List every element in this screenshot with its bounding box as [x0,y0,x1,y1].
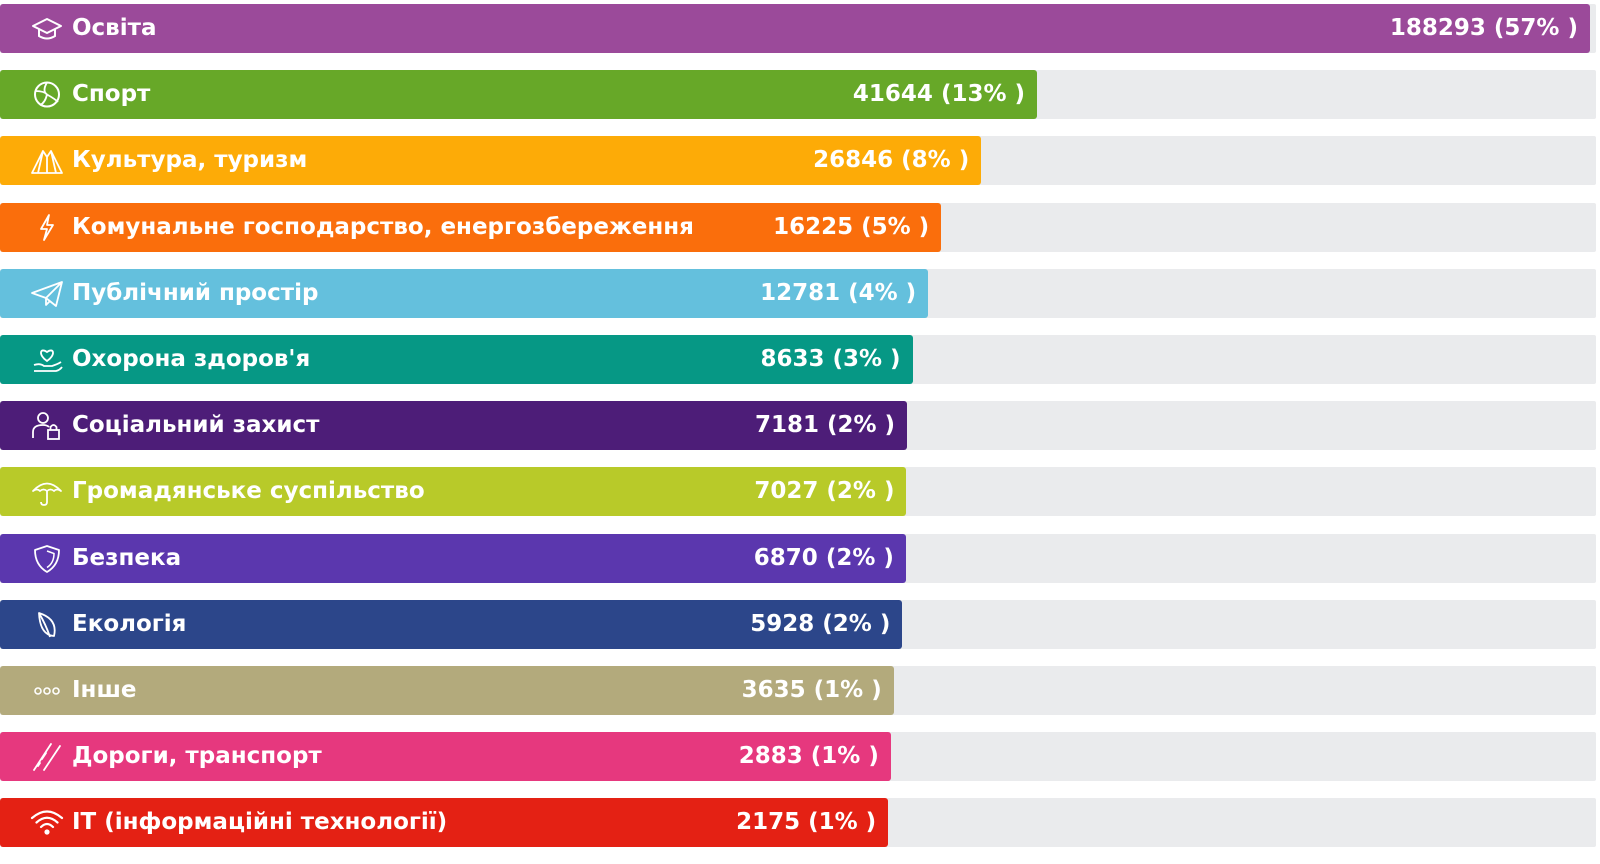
category-label: Громадянське суспільство [72,478,425,505]
bar [0,202,942,252]
bar-row: Безпека 6870 (2% ) [0,533,1596,583]
bar-row: Екологія 5928 (2% ) [0,599,1596,649]
bar [0,268,929,318]
value-label: 16225 (5% ) [773,213,930,240]
dots-icon [30,675,64,706]
person-lock-icon [30,410,64,441]
value-label: 3635 (1% ) [741,676,882,703]
bar [0,401,908,451]
value-label: 7027 (2% ) [754,478,895,505]
bar-row: Публічний простір 12781 (4% ) [0,268,1596,318]
bar [0,665,894,715]
bar-row: Громадянське суспільство 7027 (2% ) [0,467,1596,517]
category-label: Екологія [72,610,187,637]
bar [0,732,891,782]
bar [0,533,906,583]
value-label: 2175 (1% ) [736,809,877,836]
category-label: Дороги, транспорт [72,743,322,770]
category-label: Публічний простір [72,279,319,306]
bar [0,467,907,517]
value-label: 5928 (2% ) [750,610,891,637]
value-label: 26846 (8% ) [813,147,970,174]
bar-row: Дороги, транспорт 2883 (1% ) [0,732,1596,782]
bar [0,334,913,384]
shield-icon [30,543,64,574]
value-label: 12781 (4% ) [760,279,917,306]
bar-row: Спорт 41644 (13% ) [0,70,1596,120]
tent-icon [30,145,64,176]
category-label: Комунальне господарство, енергозбереженн… [72,213,694,240]
bar-row: Інше 3635 (1% ) [0,665,1596,715]
bar [0,70,1038,120]
leaf-icon [30,609,64,640]
volleyball-icon [30,79,64,110]
paper-plane-icon [30,278,64,309]
category-label: Спорт [72,81,151,108]
lightning-icon [30,212,64,243]
value-label: 6870 (2% ) [753,544,894,571]
umbrella-icon [30,476,64,507]
wifi-icon [30,807,64,838]
heart-hand-icon [30,344,64,375]
category-label: Охорона здоров'я [72,345,311,372]
category-label: IT (інформаційні технології) [72,809,448,836]
bar [0,798,889,848]
category-label: Соціальний захист [72,412,320,439]
road-icon [30,741,64,772]
bar-row: Комунальне господарство, енергозбереженн… [0,202,1596,252]
value-label: 188293 (57% ) [1389,15,1578,41]
bar [0,4,1590,53]
category-label: Безпека [72,544,182,571]
graduation-cap-icon [30,13,64,44]
value-label: 41644 (13% ) [852,81,1026,108]
bar-row: Культура, туризм 26846 (8% ) [0,136,1596,186]
bar-row: Охорона здоров'я 8633 (3% ) [0,334,1596,384]
value-label: 2883 (1% ) [738,743,879,770]
bar-row: Соціальний захист 7181 (2% ) [0,401,1596,451]
value-label: 8633 (3% ) [760,345,901,372]
category-label: Інше [72,676,137,703]
bar-row: IT (інформаційні технології) 2175 (1% ) [0,798,1596,848]
bar [0,136,982,186]
bar-row: Освіта 188293 (57% ) [0,4,1596,53]
category-label: Культура, туризм [72,147,308,174]
category-label: Освіта [72,15,157,41]
bar-chart: Освіта 188293 (57% ) Спорт 41644 (13% ) Куль… [0,4,1596,864]
bar [0,599,903,649]
value-label: 7181 (2% ) [754,412,896,439]
